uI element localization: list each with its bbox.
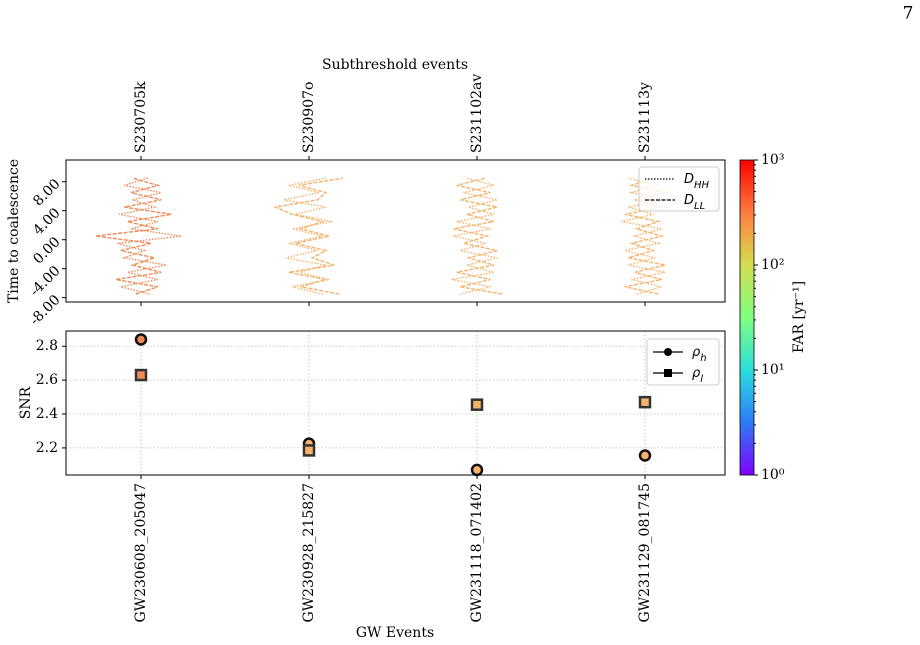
colorbar-tick-label: 10¹ xyxy=(761,362,784,378)
axes-frame xyxy=(65,330,726,476)
y-tick-label: 2.6 xyxy=(36,372,58,388)
y-tick-label: 8.00 xyxy=(30,176,63,209)
y-label: Time to coalescence xyxy=(6,159,22,303)
legend-subscript: l xyxy=(700,374,703,385)
marker-square xyxy=(302,444,316,457)
waveform xyxy=(283,177,333,295)
y-tick-label: 2.2 xyxy=(36,440,58,456)
legend-label: DHH xyxy=(684,172,710,191)
x-tick-label: GW230608_205047 xyxy=(133,483,149,622)
y-tick-label: 0.00 xyxy=(30,234,63,267)
legend-subscript: h xyxy=(700,353,706,364)
y-tick-label: 4.00 xyxy=(30,205,63,238)
top-x-tick-label: S230705k xyxy=(133,81,149,153)
legend-name: ρ xyxy=(692,345,701,360)
colorbar-tick-label: 10⁰ xyxy=(761,467,785,483)
legend-subscript: HH xyxy=(694,180,710,191)
legend-name: D xyxy=(684,172,694,187)
y-tick-label: -8.00 xyxy=(27,292,64,329)
waveform xyxy=(451,177,498,295)
legend-marker xyxy=(664,348,672,356)
legend-subscript: LL xyxy=(694,201,705,212)
legend-name: D xyxy=(684,193,694,208)
colorbar-tick-label: 10² xyxy=(761,257,784,273)
marker-circle xyxy=(134,333,148,346)
x-tick-label: GW231118_071402 xyxy=(469,483,485,622)
top-x-tick-label: S230907o xyxy=(301,82,317,153)
y-label: SNR xyxy=(18,386,34,419)
legend-label: ρh xyxy=(692,345,707,364)
top-x-label: Subthreshold events xyxy=(322,57,468,73)
y-tick-label: -4.00 xyxy=(27,263,64,300)
legend-label: DLL xyxy=(684,193,705,212)
marker-square xyxy=(134,368,148,382)
x-tick-label: GW231129_081745 xyxy=(637,483,653,622)
y-tick-label: 2.4 xyxy=(36,406,58,422)
x-label: GW Events xyxy=(356,625,434,641)
axes-frame xyxy=(65,159,726,303)
top-x-tick-label: S231102av xyxy=(469,74,485,153)
waveform xyxy=(117,177,182,295)
legend-marker xyxy=(664,369,672,377)
marker-circle xyxy=(470,463,484,477)
marker-square xyxy=(470,398,484,411)
legend-box xyxy=(646,338,720,386)
waveform xyxy=(95,177,172,295)
waveform xyxy=(272,177,343,295)
colorbar xyxy=(739,159,755,476)
colorbar-tick-label: 10³ xyxy=(761,152,784,168)
legend-name: ρ xyxy=(692,366,701,381)
colorbar-label: FAR [yr⁻¹] xyxy=(791,281,807,353)
legend-label: ρl xyxy=(692,366,703,385)
waveform xyxy=(453,177,503,295)
x-tick-label: GW230928_215827 xyxy=(301,483,317,622)
marker-circle xyxy=(638,449,652,462)
page-number: 7 xyxy=(903,4,914,24)
marker-square xyxy=(638,395,652,409)
y-tick-label: 2.8 xyxy=(36,338,58,354)
top-x-tick-label: S231113y xyxy=(637,82,653,153)
